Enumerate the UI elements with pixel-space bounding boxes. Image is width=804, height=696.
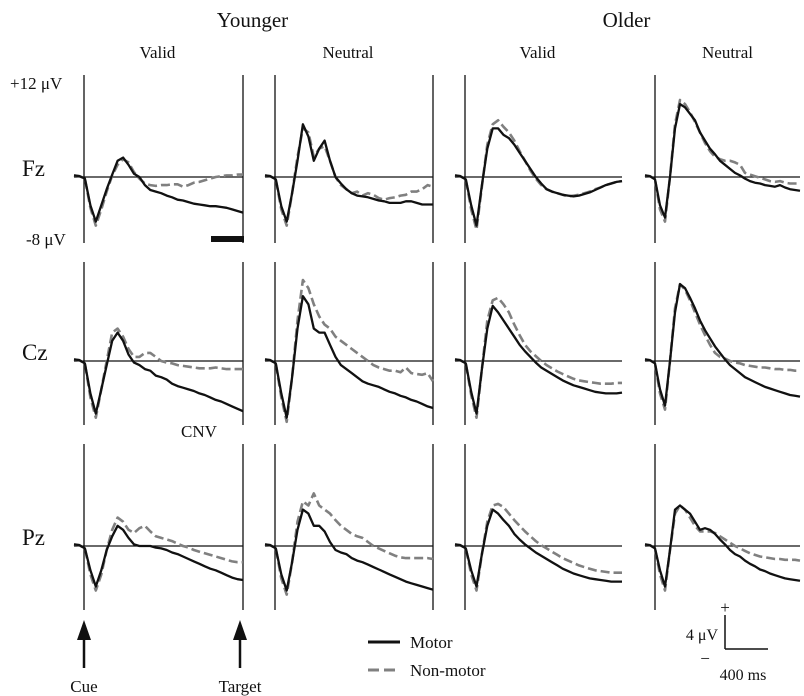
electrode-label-pz: Pz xyxy=(22,525,45,550)
panel-fz-older-valid xyxy=(454,75,623,243)
erp-panels xyxy=(73,75,801,610)
y-bottom-label: -8 μV xyxy=(26,230,67,249)
series-motor xyxy=(264,295,434,419)
condition-header-younger-neutral: Neutral xyxy=(323,43,374,62)
y-top-label: +12 μV xyxy=(10,74,63,93)
series-non-motor xyxy=(454,502,622,592)
series-motor xyxy=(644,102,801,219)
series-non-motor xyxy=(454,296,622,420)
scale-time-label: 400 ms xyxy=(720,667,767,684)
scale-minus: − xyxy=(700,649,710,668)
series-non-motor xyxy=(73,516,243,592)
series-non-motor xyxy=(264,492,434,596)
panel-pz-older-valid xyxy=(454,444,622,610)
electrode-label-cz: Cz xyxy=(22,340,48,365)
panel-fz-younger-neutral xyxy=(264,75,434,243)
time-scale-bar xyxy=(211,236,244,242)
group-header-older: Older xyxy=(603,8,651,32)
series-motor xyxy=(644,504,801,588)
legend-nonmotor-label: Non-motor xyxy=(410,661,486,680)
panel-fz-older-neutral xyxy=(644,75,801,243)
panel-cz-older-neutral xyxy=(644,262,801,425)
target-label: Target xyxy=(219,677,262,696)
series-motor xyxy=(73,156,244,223)
condition-header-older-neutral: Neutral xyxy=(702,43,753,62)
group-header-younger: Younger xyxy=(217,8,288,32)
panel-cz-older-valid xyxy=(454,262,623,425)
series-non-motor xyxy=(73,157,243,227)
series-motor xyxy=(73,331,244,415)
panel-pz-older-neutral xyxy=(644,444,801,610)
electrode-label-fz: Fz xyxy=(22,156,45,181)
panel-cz-younger-valid xyxy=(73,262,244,425)
panel-cz-younger-neutral xyxy=(264,262,435,425)
panel-pz-younger-valid xyxy=(73,444,244,610)
amplitude-time-scale xyxy=(724,615,768,650)
cue-label: Cue xyxy=(70,677,97,696)
cnv-annotation: CNV xyxy=(181,422,218,441)
condition-header-younger-valid: Valid xyxy=(140,43,176,62)
series-non-motor xyxy=(73,327,243,420)
condition-header-older-valid: Valid xyxy=(520,43,556,62)
series-non-motor xyxy=(644,98,800,223)
series-motor xyxy=(264,508,434,592)
series-motor xyxy=(454,304,623,415)
scale-plus: + xyxy=(720,598,730,617)
series-motor xyxy=(454,508,622,588)
series-motor xyxy=(73,524,244,588)
series-non-motor xyxy=(644,504,801,592)
electrode-labels: Fz Cz Pz xyxy=(22,156,48,550)
cue-arrow xyxy=(77,620,91,668)
series-motor xyxy=(264,123,433,223)
series-motor xyxy=(454,127,623,227)
series-non-motor xyxy=(454,119,623,231)
series-motor xyxy=(644,282,801,407)
panel-fz-younger-valid xyxy=(73,75,244,243)
legend-motor-label: Motor xyxy=(410,633,453,652)
scale-amplitude-label: 4 μV xyxy=(686,627,719,644)
target-arrow xyxy=(233,620,247,668)
legend: Motor Non-motor xyxy=(368,633,486,680)
column-headers: Younger Valid Neutral Older Valid Neutral xyxy=(140,8,754,62)
panel-pz-younger-neutral xyxy=(264,444,434,610)
series-non-motor xyxy=(264,278,435,424)
